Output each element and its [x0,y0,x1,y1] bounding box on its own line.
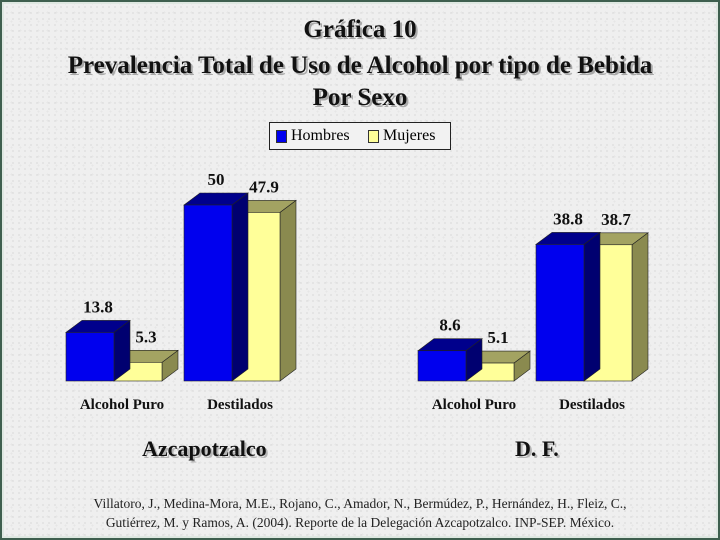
bar-d-f-destilados-mujeres-value-label: 38.7 [601,210,631,229]
chart-title-line-3: Por Sexo [312,84,408,111]
legend: Hombres Mujeres [269,122,451,150]
bar-azcapotzalco-alcohol-puro-hombres [65,332,115,382]
bar-azcapotzalco-destilados-mujeres-value-label: 47.9 [249,177,279,196]
bar-azcapotzalco-alcohol-puro-mujeres-value-label: 5.3 [135,327,156,346]
bar-d-f-alcohol-puro-mujeres-value-label: 5.1 [487,328,508,347]
citation-line-1: Villatoro, J., Medina-Mora, M.E., Rojano… [93,496,627,511]
bar-d-f-alcohol-puro-hombres-value-label: 8.6 [439,316,460,335]
bar-d-f-alcohol-puro-hombres [417,350,467,382]
bar-azcapotzalco-destilados-hombres [183,204,233,382]
bar-d-f-destilados-hombres [535,244,585,382]
legend-swatch-hombres [276,130,287,143]
group-label-df: D. F. [515,436,559,461]
category-label-d-f-alcohol-puro: Alcohol Puro [432,397,516,413]
bar-azcapotzalco-destilados-mujeres-side [279,199,297,382]
legend-label-hombres: Hombres [291,127,350,144]
legend-label-mujeres: Mujeres [383,127,436,144]
bar-d-f-destilados-hombres-side [583,231,601,382]
category-label-d-f-destilados: Destilados [559,397,625,413]
bar-azcapotzalco-alcohol-puro-hombres-value-label: 13.8 [83,297,113,316]
legend-swatch-mujeres [368,130,379,143]
chart-title-line-1: Gráfica 10 [303,16,417,43]
bar-azcapotzalco-destilados-hombres-value-label: 50 [208,170,225,189]
citation-line-2: Gutiérrez, M. y Ramos, A. (2004). Report… [105,515,615,530]
bar-d-f-destilados-mujeres-side [631,232,649,382]
bar-d-f-destilados-hombres-value-label: 38.8 [553,209,583,228]
category-label-azcapotzalco-destilados: Destilados [207,397,273,413]
chart-title-line-2: Prevalencia Total de Uso de Alcohol por … [67,52,653,79]
group-label-azcapotzalco: Azcapotzalco [142,436,267,461]
bar-azcapotzalco-destilados-hombres-side [231,192,249,382]
category-label-azcapotzalco-alcohol-puro: Alcohol Puro [80,397,164,413]
citation: Villatoro, J., Medina-Mora, M.E., Rojano… [0,494,720,532]
